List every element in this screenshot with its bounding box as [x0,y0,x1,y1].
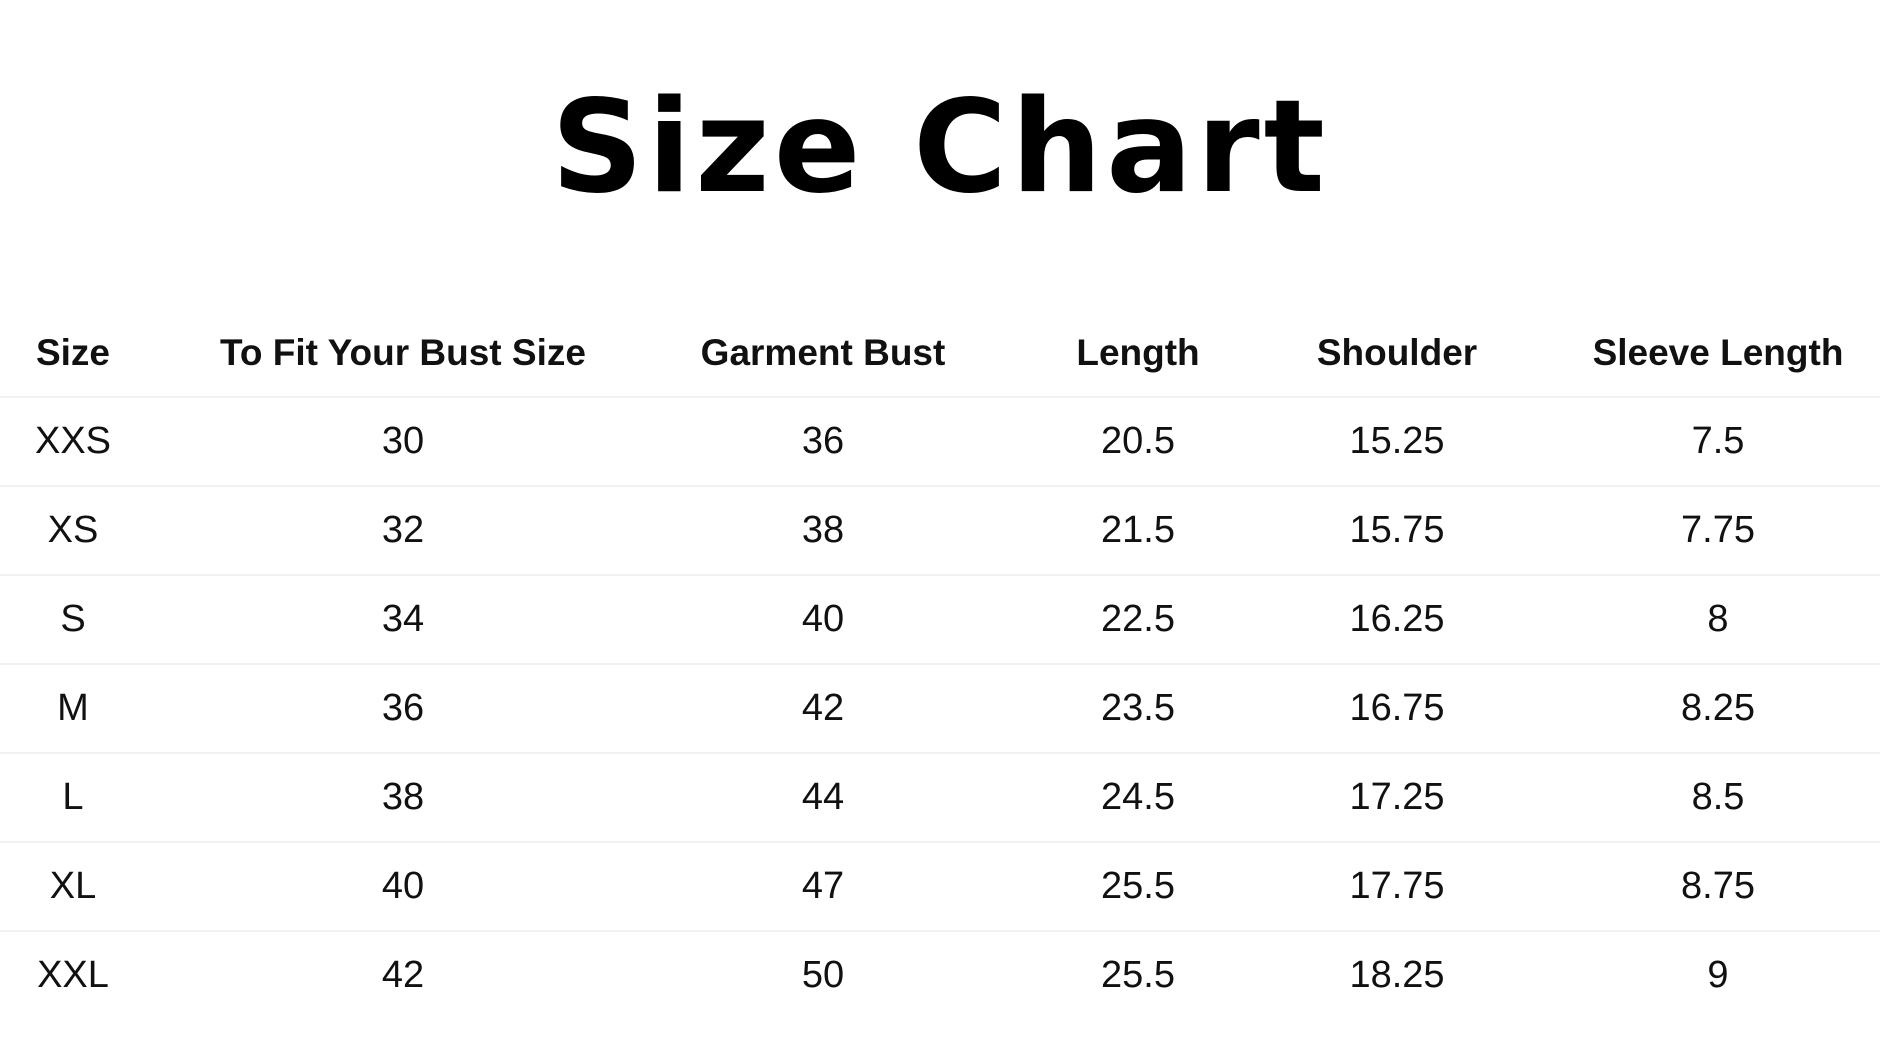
table-cell: 42 [801,687,845,729]
table-cell: 23.5 [1101,687,1175,729]
size-table: Size To Fit Your Bust Size Garment Bust Len… [0,310,1880,1019]
column-header: Garment Bust [700,332,946,373]
table-cell: 36 [801,420,845,462]
table-cell: 44 [801,776,845,818]
table-cell: 25.5 [1101,954,1175,996]
table-cell: 40 [801,598,845,640]
table-cell: 18.25 [1349,954,1445,996]
page-title: Size Chart [551,73,1329,222]
table-cell: L [62,776,84,818]
table-cell: 16.25 [1349,598,1445,640]
table-cell: 8.25 [1681,687,1755,729]
table-cell: M [57,687,89,729]
table-cell: 50 [801,954,845,996]
column-header: To Fit Your Bust Size [220,332,586,373]
table-cell: 15.25 [1349,420,1445,462]
table-row: L 38 44 24.5 17.25 8.5 [0,754,1880,843]
table-cell: 9 [1707,954,1729,996]
table-cell: XXL [37,954,109,996]
table-cell: 16.75 [1349,687,1445,729]
column-header: Size [35,332,111,373]
table-cell: 7.5 [1691,420,1745,462]
table-cell: 30 [381,420,425,462]
table-row: XS 32 38 21.5 15.75 7.75 [0,487,1880,576]
table-cell: 25.5 [1101,865,1175,907]
table-cell: 15.75 [1349,509,1445,551]
column-header: Shoulder [1316,332,1478,373]
table-cell: XL [49,865,97,907]
table-row: M 36 42 23.5 16.75 8.25 [0,665,1880,754]
table-cell: 47 [801,865,845,907]
table-cell: 8.75 [1681,865,1755,907]
table-cell: XS [47,509,99,551]
table-cell: 17.75 [1349,865,1445,907]
table-cell: 42 [381,954,425,996]
column-header: Length [1076,332,1200,373]
table-cell: 22.5 [1101,598,1175,640]
table-cell: 21.5 [1101,509,1175,551]
column-header: Sleeve Length [1592,332,1844,373]
table-cell: 38 [801,509,845,551]
table-row: XXL 42 50 25.5 18.25 9 [0,932,1880,1019]
table-row: S 34 40 22.5 16.25 8 [0,576,1880,665]
table-cell: XXS [34,420,112,462]
table-cell: 24.5 [1101,776,1175,818]
table-cell: 34 [381,598,425,640]
table-cell: 7.75 [1681,509,1755,551]
table-cell: 8.5 [1691,776,1745,818]
table-cell: 40 [381,865,425,907]
table-cell: 17.25 [1349,776,1445,818]
table-row: XXS 30 36 20.5 15.25 7.5 [0,398,1880,487]
table-cell: 20.5 [1101,420,1175,462]
table-cell: 36 [381,687,425,729]
table-cell: 32 [381,509,425,551]
table-cell: S [60,598,86,640]
header-row: Size To Fit Your Bust Size Garment Bust Len… [0,310,1880,398]
table-cell: 8 [1707,598,1729,640]
table-row: XL 40 47 25.5 17.75 8.75 [0,843,1880,932]
table-cell: 38 [381,776,425,818]
